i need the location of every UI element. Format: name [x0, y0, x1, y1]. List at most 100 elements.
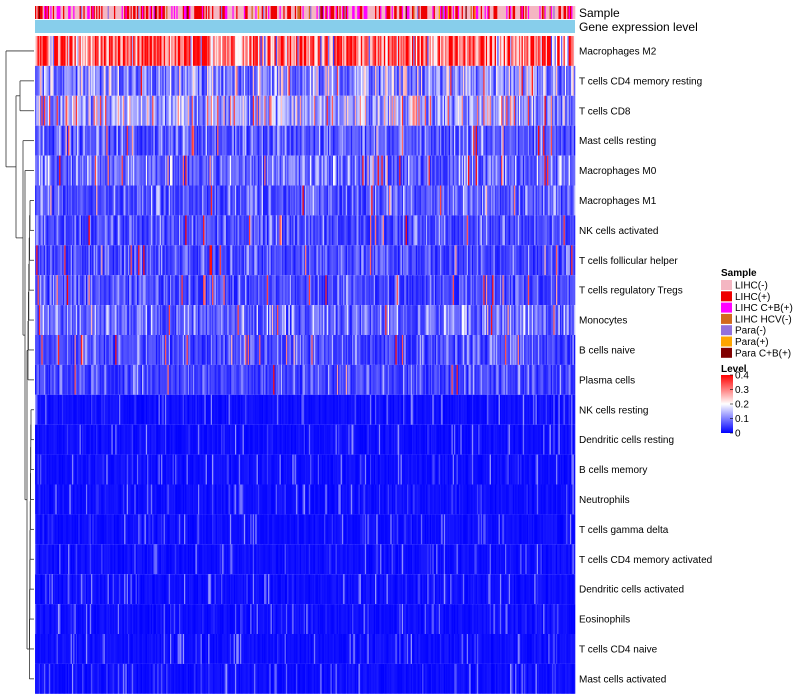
heatmap-cell [288, 65, 291, 96]
heatmap-cell [77, 65, 79, 96]
heatmap-cell [268, 36, 270, 66]
heatmap-cell [390, 275, 392, 306]
heatmap-cell [462, 125, 465, 156]
sample-annotation-cell [301, 6, 303, 19]
heatmap-cell [113, 185, 116, 216]
heatmap-cell [127, 215, 130, 246]
heatmap-cell [159, 275, 162, 306]
heatmap-cell [198, 125, 200, 156]
heatmap-cell [434, 245, 437, 276]
sample-annotation-cell [51, 6, 54, 19]
heatmap-cell [462, 155, 465, 186]
heatmap-cell [163, 65, 166, 96]
heatmap-cell [162, 215, 164, 246]
sample-annotation-cell [552, 6, 554, 19]
heatmap-cell [386, 185, 389, 216]
heatmap-cell [279, 215, 282, 246]
heatmap-cell [218, 245, 220, 276]
heatmap-cell [508, 215, 511, 246]
heatmap-cell [358, 275, 361, 306]
heatmap-cell [494, 155, 497, 186]
sample-annotation-cell [394, 6, 396, 19]
heatmap-cell [438, 335, 441, 365]
heatmap-cell [417, 95, 419, 126]
heatmap-cell [75, 95, 78, 126]
heatmap-cell [75, 65, 78, 96]
heatmap-cell [390, 305, 392, 335]
heatmap-cell [220, 305, 223, 335]
heatmap-cell [340, 185, 343, 216]
sample-annotation-cell [232, 6, 234, 19]
heatmap-cell [125, 335, 127, 365]
heatmap-cell [366, 275, 368, 306]
heatmap-cell [214, 36, 217, 66]
heatmap-cell [228, 185, 231, 216]
heatmap-cell [403, 335, 405, 365]
heatmap-cell [261, 125, 264, 156]
heatmap-cell [376, 65, 378, 96]
heatmap-cell [247, 275, 250, 306]
heatmap-cell [56, 305, 59, 335]
heatmap-cell [321, 95, 324, 126]
heatmap-cell [338, 335, 340, 365]
heatmap-cell [145, 305, 148, 335]
heatmap-cell [227, 245, 229, 276]
heatmap-cell [223, 245, 226, 276]
heatmap-cell [535, 215, 538, 246]
heatmap-cell [273, 245, 275, 276]
heatmap-cell [186, 125, 189, 156]
heatmap-cell [296, 245, 298, 276]
heatmap-cell [380, 155, 382, 186]
heatmap-cell [466, 65, 469, 96]
heatmap-cell [347, 305, 349, 335]
heatmap-cell [517, 215, 520, 246]
heatmap-cell [496, 125, 498, 156]
heatmap-cell [320, 125, 322, 156]
heatmap-cell [348, 36, 350, 66]
heatmap-cell [306, 245, 308, 276]
heatmap-cell [236, 245, 238, 276]
heatmap-cell [159, 215, 162, 246]
heatmap-cell [158, 245, 161, 276]
heatmap-cell [256, 65, 259, 96]
heatmap-cell [391, 215, 394, 246]
heatmap-cell [138, 95, 140, 126]
heatmap-cell [177, 65, 180, 96]
heatmap-cell [368, 275, 371, 306]
heatmap-cell [136, 65, 139, 96]
heatmap-cell [466, 36, 469, 66]
heatmap-cell [250, 215, 252, 246]
sample-annotation-cell [141, 6, 144, 19]
heatmap-cell [163, 245, 166, 276]
sample-annotation-cell [228, 6, 231, 19]
heatmap-cell [376, 215, 378, 246]
heatmap-cell [195, 245, 198, 276]
heatmap-cell [459, 125, 461, 156]
sample-annotation-cell [487, 6, 489, 19]
heatmap-cell [470, 185, 473, 216]
heatmap-cell [572, 185, 575, 216]
heatmap-cell [440, 36, 442, 66]
sample-annotation-cell [224, 6, 227, 19]
heatmap-cell [431, 36, 433, 66]
heatmap-cell [497, 245, 499, 276]
heatmap-cell [307, 125, 310, 156]
heatmap-cell [457, 185, 460, 216]
heatmap-cell [231, 305, 233, 335]
heatmap-cell [106, 36, 108, 66]
heatmap-cell [511, 215, 513, 246]
heatmap-cell [148, 245, 150, 276]
heatmap-cell [541, 305, 544, 335]
heatmap-cell [396, 125, 399, 156]
heatmap-cell [196, 65, 199, 96]
heatmap-cell [434, 215, 437, 246]
heatmap-cell [252, 95, 255, 126]
heatmap-cell [348, 215, 350, 246]
heatmap-cell [484, 125, 487, 156]
heatmap-cell [531, 185, 534, 216]
heatmap-cell [301, 275, 303, 306]
heatmap-cell [107, 335, 110, 365]
heatmap-cell [369, 155, 372, 186]
heatmap-cell [243, 335, 246, 365]
heatmap-cell [454, 36, 456, 66]
